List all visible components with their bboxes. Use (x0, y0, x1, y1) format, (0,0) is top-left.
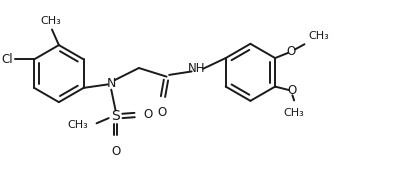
Text: CH₃: CH₃ (284, 108, 304, 118)
Text: N: N (107, 77, 116, 90)
Text: S: S (111, 109, 120, 123)
Text: O: O (111, 145, 120, 158)
Text: Cl: Cl (1, 53, 12, 66)
Text: O: O (158, 106, 167, 119)
Text: O: O (286, 45, 295, 58)
Text: CH₃: CH₃ (67, 120, 88, 130)
Text: O: O (288, 84, 297, 97)
Text: O: O (143, 108, 152, 121)
Text: CH₃: CH₃ (41, 16, 61, 26)
Text: CH₃: CH₃ (308, 31, 329, 41)
Text: NH: NH (188, 62, 206, 74)
